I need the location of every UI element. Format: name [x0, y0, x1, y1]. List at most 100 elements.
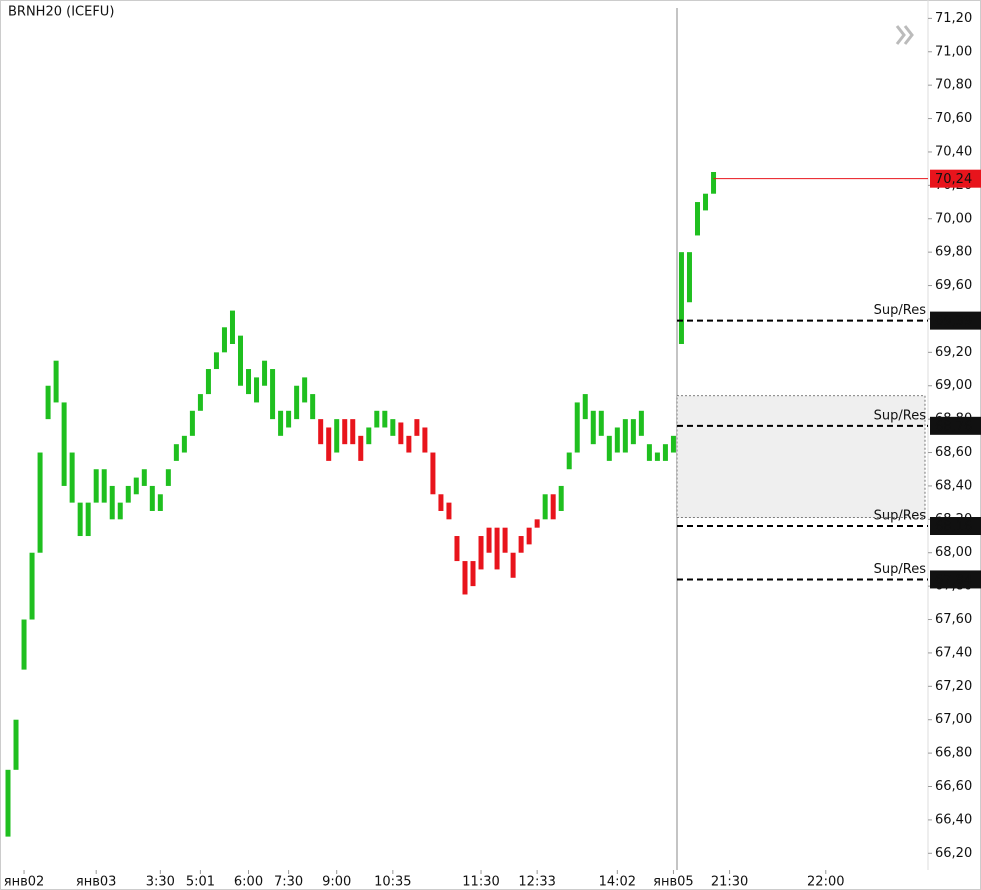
candle: [69, 452, 75, 503]
candle: [446, 502, 452, 520]
candle: [670, 435, 676, 453]
candle: [326, 427, 332, 461]
candle: [21, 619, 27, 670]
candle: [454, 536, 460, 562]
y-tick-label: 67,40: [935, 645, 972, 660]
candle: [711, 171, 717, 194]
candle: [486, 527, 492, 553]
level-text: Sup/Res: [874, 509, 927, 524]
candle: [205, 369, 211, 395]
candle: [438, 494, 444, 511]
candle: [574, 402, 580, 453]
candle: [494, 527, 500, 570]
candle: [262, 360, 268, 386]
y-tick-label: 69,20: [935, 345, 972, 360]
candle: [117, 502, 123, 520]
candle: [229, 310, 235, 344]
candle: [614, 427, 620, 453]
candle: [350, 419, 356, 445]
candle: [646, 444, 652, 461]
candle: [662, 444, 668, 461]
y-tick-label: 69,80: [935, 245, 972, 260]
candle: [678, 252, 684, 344]
y-tick-label: 67,60: [935, 612, 972, 627]
candle: [342, 419, 348, 445]
candle: [5, 769, 11, 837]
candle: [462, 561, 468, 595]
candle: [550, 494, 556, 520]
level-badge: [930, 517, 981, 536]
x-tick-label: 6:00: [234, 875, 263, 890]
candle: [149, 485, 155, 511]
y-tick-label: 70,40: [935, 144, 972, 159]
x-tick-label: 21:30: [711, 875, 748, 890]
candle: [366, 427, 372, 445]
candle: [278, 410, 284, 436]
candle: [390, 419, 396, 436]
y-tick-label: 70,80: [935, 78, 972, 93]
candle: [93, 469, 99, 503]
last-price-badge: [930, 169, 981, 188]
candle: [422, 427, 428, 453]
candle: [470, 561, 476, 587]
y-tick-label: 67,20: [935, 679, 972, 694]
y-tick-label: 67,00: [935, 712, 972, 727]
x-tick-label: 9:00: [322, 875, 351, 890]
x-tick-label: янв02: [4, 875, 45, 890]
candle: [566, 452, 572, 470]
candle: [430, 452, 436, 495]
candle: [157, 494, 163, 511]
candle: [406, 435, 412, 453]
y-tick-label: 70,60: [935, 111, 972, 126]
candle: [173, 444, 179, 461]
candle: [246, 369, 252, 395]
level-badge: [930, 311, 981, 330]
candle: [125, 485, 131, 503]
y-tick-label: 66,40: [935, 812, 972, 827]
y-tick-label: 70,00: [935, 211, 972, 226]
candle: [686, 252, 692, 303]
candle: [638, 410, 644, 436]
x-tick-label: янв03: [76, 875, 117, 890]
candle: [286, 410, 292, 428]
y-tick-label: 69,60: [935, 278, 972, 293]
candle: [310, 394, 316, 420]
chart-title: BRNH20 (ICEFU): [8, 5, 114, 20]
candle: [630, 419, 636, 445]
candle: [270, 369, 276, 420]
y-tick-label: 68,60: [935, 445, 972, 460]
x-tick-label: янв05: [653, 875, 694, 890]
candle: [414, 419, 420, 436]
candle: [37, 452, 43, 553]
level-label: 67,84: [935, 573, 972, 588]
candle: [654, 452, 660, 461]
candle: [165, 469, 171, 486]
candle: [510, 552, 516, 578]
y-tick-label: 71,20: [935, 11, 972, 26]
level-text: Sup/Res: [874, 303, 927, 318]
candle: [213, 352, 219, 370]
candle: [358, 435, 364, 461]
candle: [189, 410, 195, 436]
candle: [582, 394, 588, 420]
candle: [478, 536, 484, 570]
x-tick-label: 11:30: [462, 875, 499, 890]
level-text: Sup/Res: [874, 562, 927, 577]
candle: [53, 360, 59, 403]
candle: [238, 335, 244, 386]
candle: [77, 502, 83, 537]
layers: 66,20 66,40 66,60 66,80 67,00 67,20 67,40 67,60…: [4, 11, 981, 890]
candle: [526, 527, 532, 545]
candle: [542, 494, 548, 520]
y-tick-label: 71,00: [935, 44, 972, 59]
candle: [694, 202, 700, 236]
level-badge: [930, 570, 981, 589]
collapse-button[interactable]: [895, 25, 914, 45]
x-tick-label: 10:35: [374, 875, 411, 890]
zone: [676, 395, 926, 519]
candle: [534, 519, 540, 528]
level-text: Sup/Res: [874, 408, 927, 423]
level-label: 69,39: [935, 314, 972, 329]
